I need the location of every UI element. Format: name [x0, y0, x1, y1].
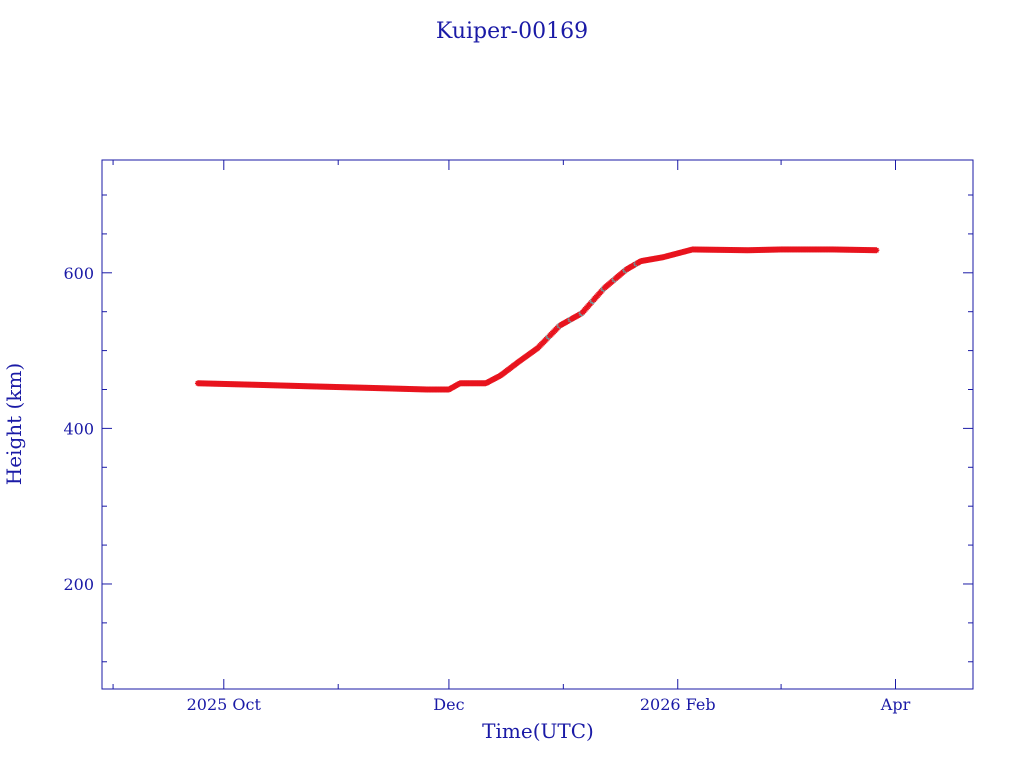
x-tick-label: Apr: [880, 695, 911, 714]
x-tick-label: Dec: [433, 695, 464, 714]
data-point: [873, 247, 880, 254]
x-tick-label: 2025 Oct: [187, 695, 262, 714]
chart-title: Kuiper-00169: [436, 19, 588, 44]
y-axis-label: Height (km): [2, 363, 26, 485]
plot-frame: [101, 159, 974, 690]
y-tick-label: 400: [63, 419, 94, 438]
data-series: [194, 246, 880, 393]
x-axis-label: Time(UTC): [482, 719, 594, 743]
x-tick-label: 2026 Feb: [640, 695, 716, 714]
y-tick-label: 600: [63, 264, 94, 283]
axis-ticks: [102, 160, 973, 689]
y-tick-label: 200: [63, 575, 94, 594]
